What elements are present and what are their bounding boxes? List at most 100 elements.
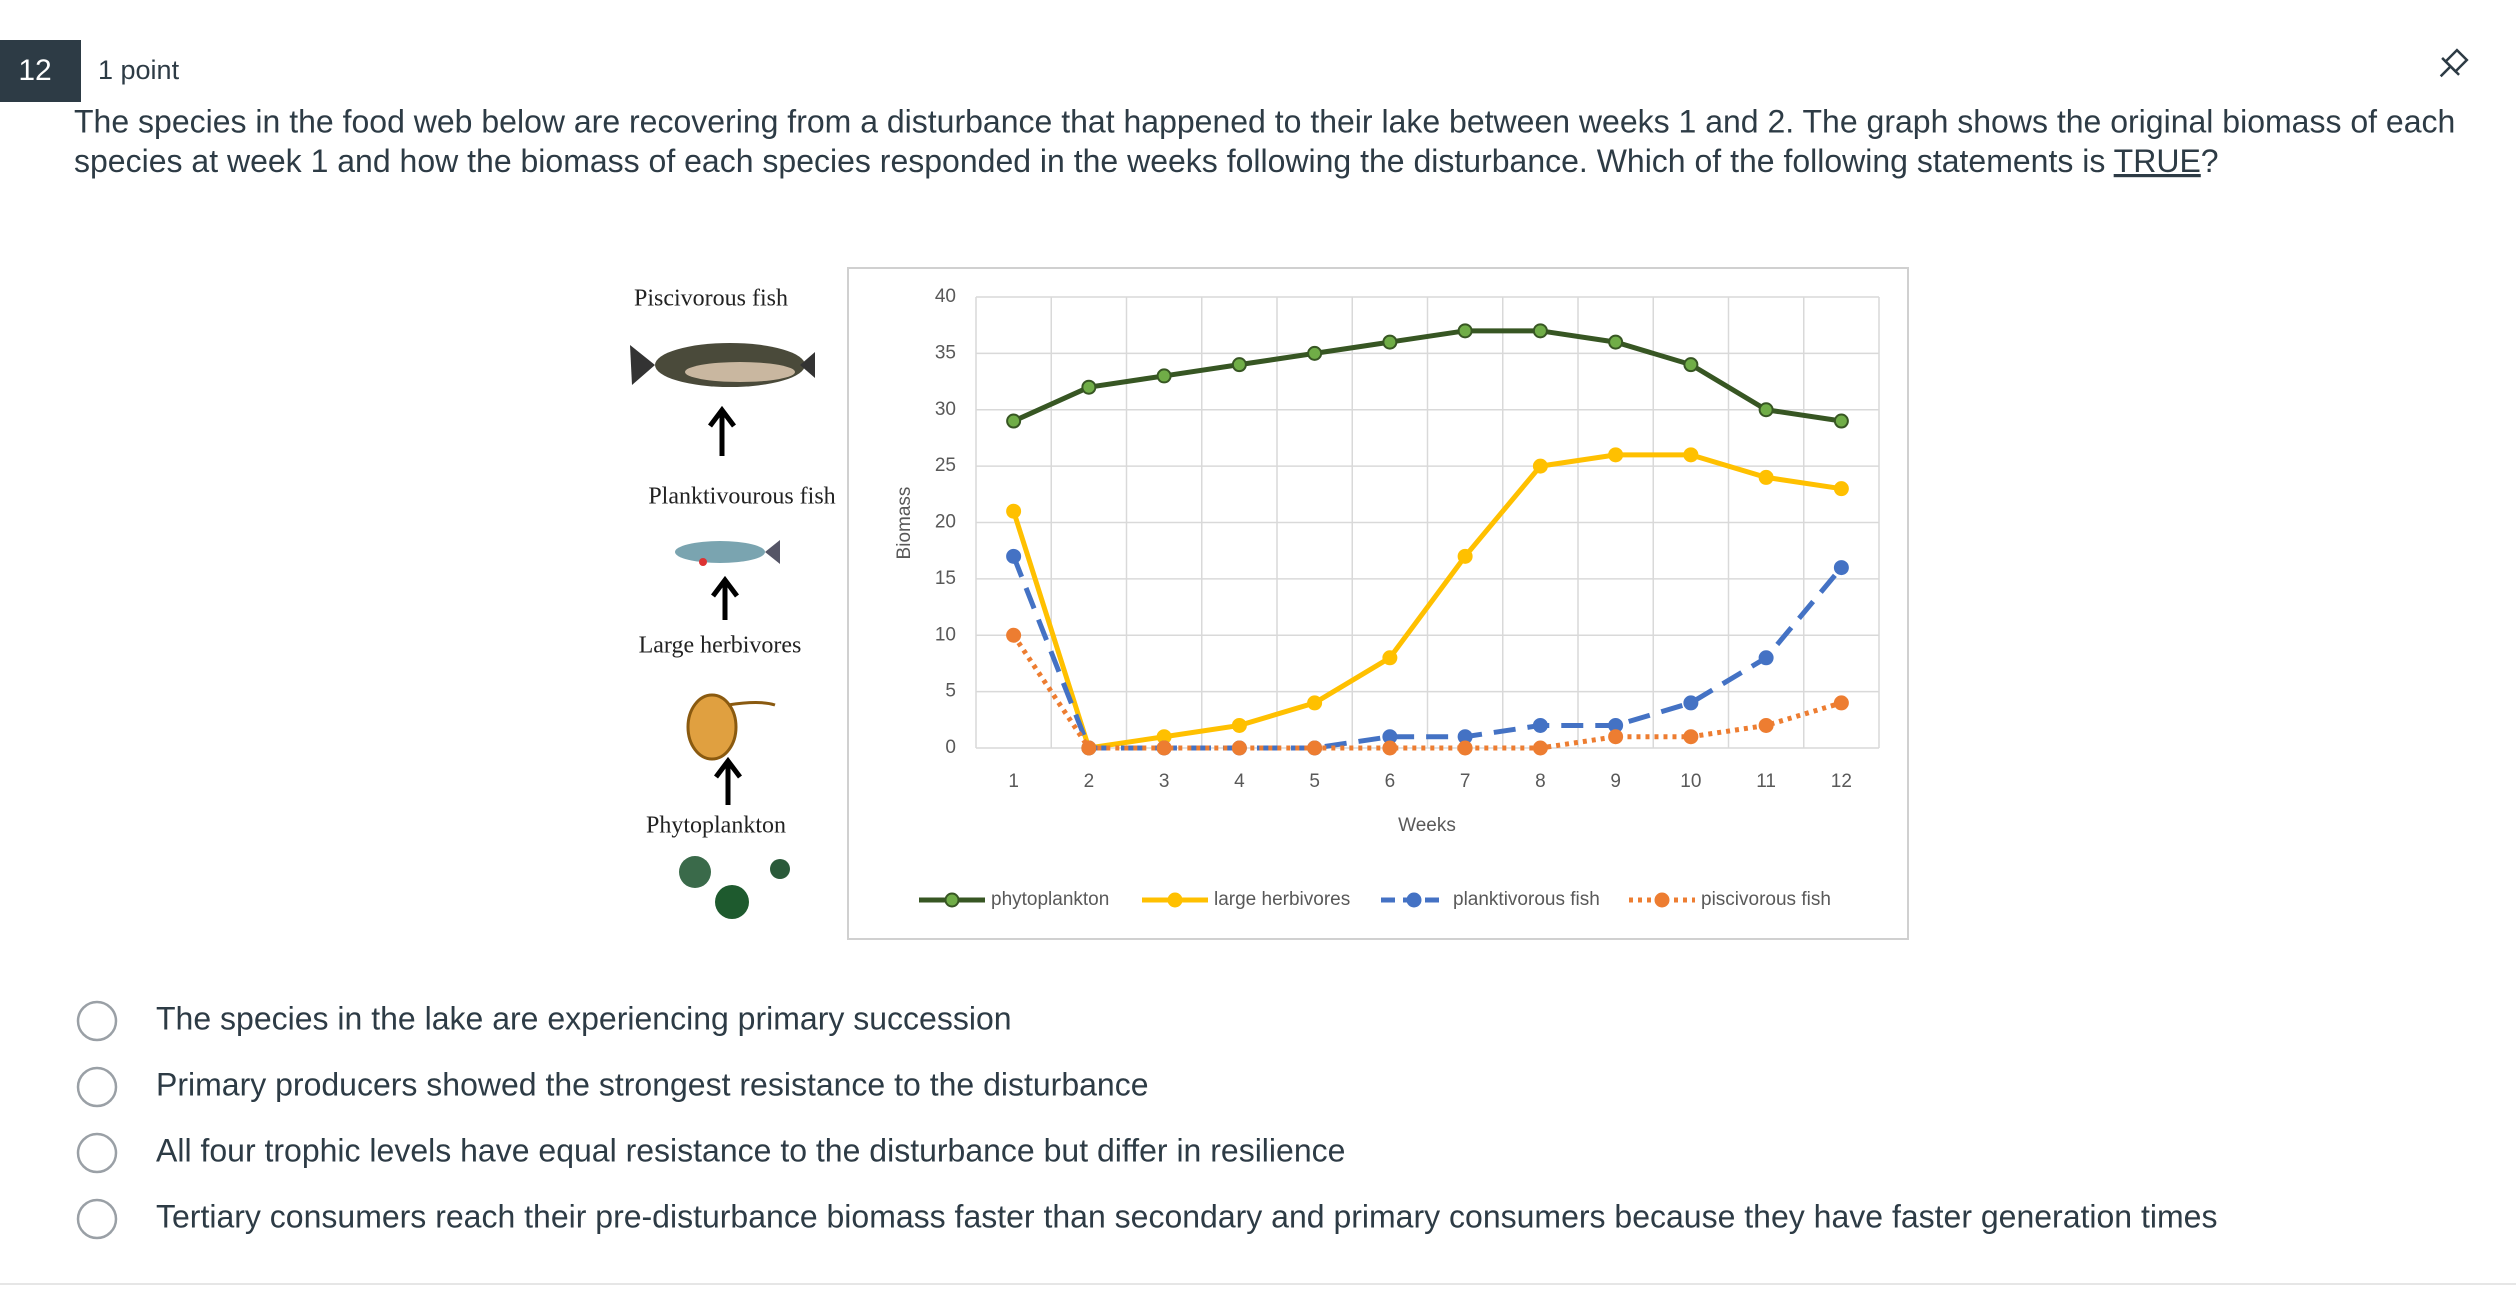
option-text[interactable]: Tertiary consumers reach their pre-distu… [156, 1198, 2217, 1234]
point [1006, 503, 1022, 519]
point [1532, 323, 1548, 339]
pin-icon[interactable] [2432, 47, 2470, 85]
x-tick-label: 2 [1084, 771, 1095, 792]
radio-button[interactable] [76, 1000, 118, 1042]
food-web: Piscivorous fish Planktivourous fish Lar… [630, 286, 836, 919]
arrow [711, 575, 739, 620]
y-tick-label: 25 [935, 455, 956, 476]
x-tick-label: 10 [1680, 771, 1701, 792]
point [1457, 323, 1473, 339]
point [1758, 469, 1774, 485]
phytoplankton-icon [679, 856, 790, 919]
point [1532, 740, 1548, 756]
series-line [1011, 452, 1842, 751]
y-tick-label: 15 [935, 568, 956, 589]
options: The species in the lake are experiencing… [76, 1000, 2217, 1240]
legend-label: piscivorous fish [1701, 889, 1831, 910]
zooplankton-icon [686, 693, 776, 761]
points: 1 point [98, 55, 180, 85]
point [1532, 458, 1548, 474]
legend-marker [1654, 892, 1670, 908]
series-line [1011, 555, 1844, 751]
option-text[interactable]: Primary producers showed the strongest r… [156, 1066, 1149, 1102]
point [1833, 481, 1849, 497]
point [1006, 548, 1022, 564]
point [1833, 413, 1849, 429]
series-line [1011, 633, 1843, 751]
y-tick-label: 10 [935, 624, 956, 645]
point [1156, 368, 1172, 384]
point [1382, 650, 1398, 666]
food-web-label: Piscivorous fish [634, 286, 788, 312]
x-tick-label: 3 [1159, 771, 1170, 792]
chart-frame [847, 267, 1909, 940]
point [1608, 447, 1624, 463]
x-tick-label: 5 [1309, 771, 1320, 792]
x-tick-label: 4 [1234, 771, 1245, 792]
y-tick-label: 30 [935, 399, 956, 420]
x-tick-label: 8 [1535, 771, 1546, 792]
point [1833, 560, 1849, 576]
question-number: 12 [18, 54, 51, 87]
fish-icon [675, 540, 780, 566]
question-text: ? [2201, 143, 2219, 179]
point [1382, 334, 1398, 350]
question-number-box [0, 40, 81, 102]
point [1307, 695, 1323, 711]
point [1532, 717, 1548, 733]
point [1683, 357, 1699, 373]
y-tick-label: 5 [945, 681, 956, 702]
x-tick-label: 7 [1460, 771, 1471, 792]
food-web-label: Planktivourous fish [648, 484, 835, 510]
point [1758, 650, 1774, 666]
point [1231, 717, 1247, 733]
point [1081, 740, 1097, 756]
legend-marker [1167, 892, 1183, 908]
point [1608, 334, 1624, 350]
food-web-label: Phytoplankton [646, 813, 786, 839]
x-tick-label: 11 [1756, 771, 1776, 792]
y-tick-label: 40 [935, 286, 956, 307]
x-tick-label: 6 [1385, 771, 1396, 792]
radio-button[interactable] [76, 1198, 118, 1240]
point [1382, 740, 1398, 756]
point [1758, 402, 1774, 418]
series-line [1012, 328, 1842, 424]
question-text: species at week 1 and how the biomass of… [74, 143, 2114, 179]
point [1833, 695, 1849, 711]
point [1457, 548, 1473, 564]
legend-label: large herbivores [1214, 889, 1350, 910]
x-tick-label: 9 [1610, 771, 1621, 792]
y-tick-label: 35 [935, 342, 956, 363]
point [1231, 740, 1247, 756]
question-emphasis: TRUE [2114, 143, 2201, 179]
point [1683, 729, 1699, 745]
option-text[interactable]: All four trophic levels have equal resis… [156, 1132, 1345, 1168]
point [1758, 717, 1774, 733]
x-axis-label: Weeks [1398, 815, 1456, 836]
option-text[interactable]: The species in the lake are experiencing… [156, 1000, 1012, 1036]
point [1156, 740, 1172, 756]
legend-marker [1406, 892, 1422, 908]
y-axis-label: Biomass [894, 487, 915, 560]
point [1457, 740, 1473, 756]
point [1231, 357, 1247, 373]
y-tick-label: 20 [935, 512, 956, 533]
point [1683, 447, 1699, 463]
point [1307, 345, 1323, 361]
point [1006, 413, 1022, 429]
x-tick-label: 12 [1831, 771, 1852, 792]
point [1608, 729, 1624, 745]
x-tick-label: 1 [1008, 771, 1019, 792]
y-tick-label: 0 [945, 737, 956, 758]
legend-label: phytoplankton [991, 889, 1109, 910]
radio-button[interactable] [76, 1132, 118, 1174]
point [1683, 695, 1699, 711]
point [1307, 740, 1323, 756]
question-line: The species in the food web below are re… [74, 103, 2455, 139]
legend-label: planktivorous fish [1453, 889, 1600, 910]
radio-button[interactable] [76, 1066, 118, 1108]
